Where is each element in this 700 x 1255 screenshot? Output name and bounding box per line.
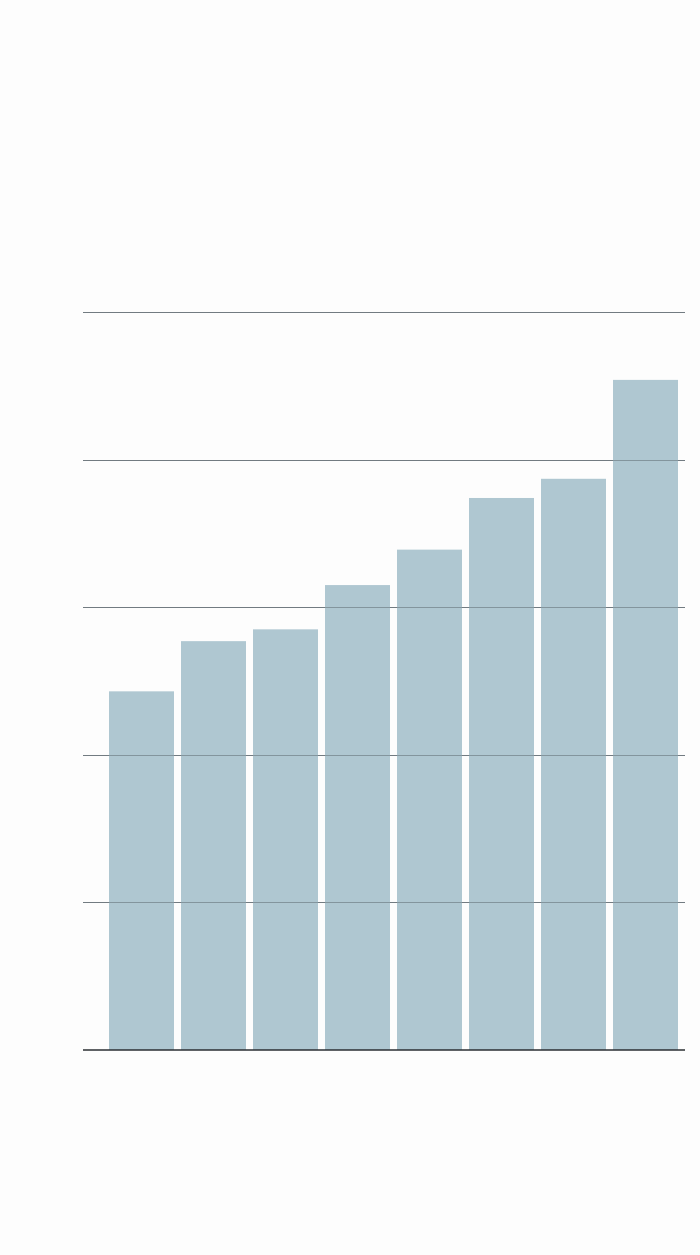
- bar-2: [181, 641, 246, 1050]
- bar-6: [469, 497, 534, 1050]
- bar-1: [109, 691, 174, 1050]
- axes: [83, 312, 685, 1051]
- bar-4: [325, 585, 390, 1050]
- bar-5: [397, 549, 462, 1050]
- bar-3: [253, 629, 318, 1050]
- bar-7: [541, 478, 606, 1051]
- bars: [109, 379, 678, 1051]
- bar-8: [613, 379, 678, 1050]
